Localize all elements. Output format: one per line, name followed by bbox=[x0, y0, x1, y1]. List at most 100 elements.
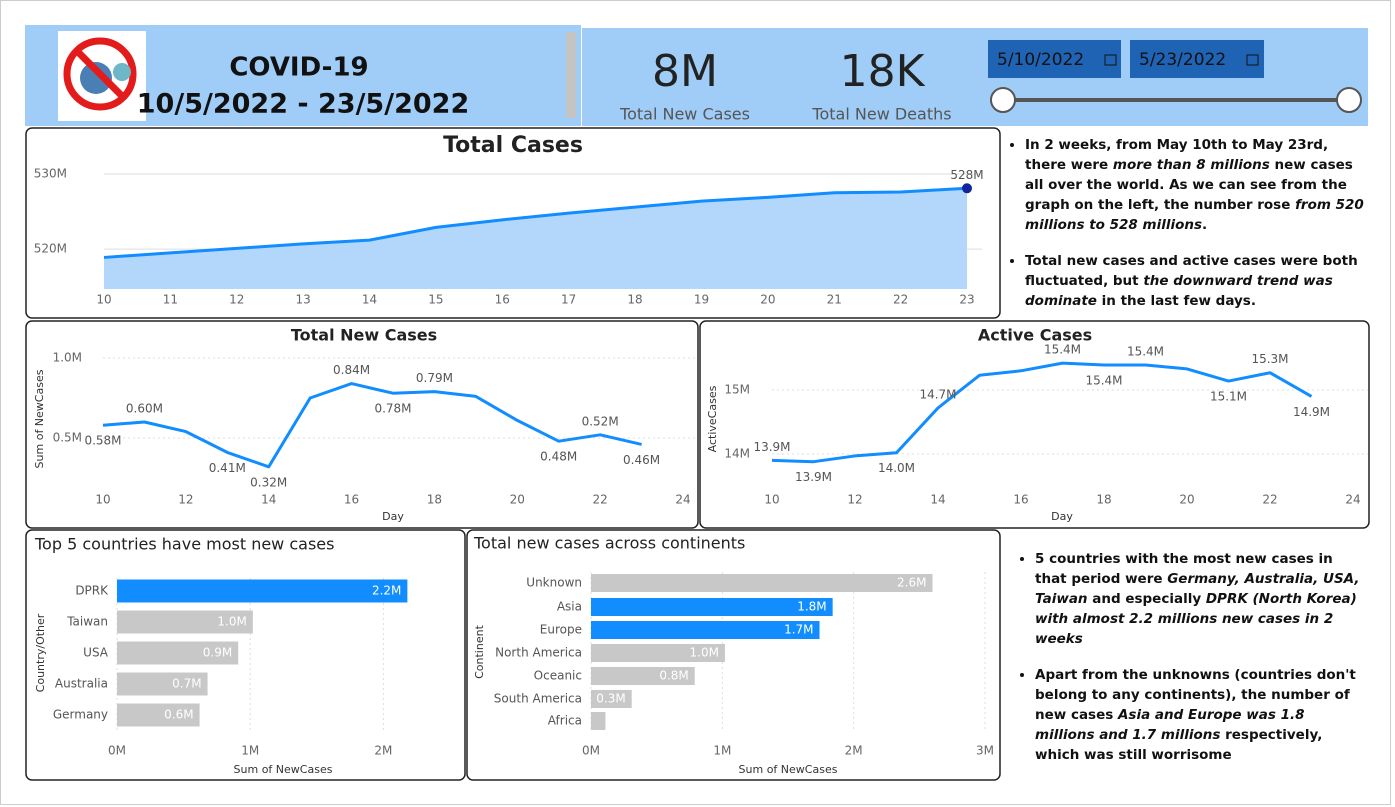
x-tick-label: 0M bbox=[108, 744, 126, 758]
x-tick-label: 19 bbox=[694, 293, 709, 307]
y-tick-label: 1.0M bbox=[53, 351, 82, 365]
scrollbar bbox=[566, 32, 576, 118]
y-tick-label: Unknown bbox=[526, 576, 582, 590]
note-text: more than 8 millions bbox=[1112, 157, 1270, 173]
kpi-value: 8M bbox=[652, 46, 718, 97]
bar bbox=[117, 672, 208, 696]
bar bbox=[591, 667, 695, 685]
y-tick-label: Europe bbox=[540, 623, 582, 637]
data-label: 15.4M bbox=[1044, 343, 1081, 357]
x-tick-label: 16 bbox=[495, 293, 510, 307]
data-label: 2.2M bbox=[372, 584, 401, 598]
date-start-input[interactable]: 5/10/2022 bbox=[988, 40, 1121, 78]
note-item: Total new cases and active cases were bo… bbox=[1025, 251, 1367, 311]
x-tick-label: 23 bbox=[959, 293, 974, 307]
x-tick-label: 10 bbox=[96, 293, 111, 307]
x-tick-label: 14 bbox=[261, 493, 276, 507]
x-tick-label: 18 bbox=[627, 293, 642, 307]
x-tick-label: 11 bbox=[163, 293, 178, 307]
bar bbox=[591, 574, 933, 592]
data-label: 14.0M bbox=[878, 461, 915, 475]
logo bbox=[58, 31, 146, 121]
bar bbox=[117, 610, 253, 634]
x-tick-label: 1M bbox=[241, 744, 259, 758]
x-tick-label: 18 bbox=[427, 493, 442, 507]
x-tick-label: 20 bbox=[510, 493, 525, 507]
kpi-label: Total New Deaths bbox=[811, 105, 951, 124]
y-tick-label: Asia bbox=[557, 600, 582, 614]
data-label: 15.4M bbox=[1127, 345, 1164, 359]
data-label: 0.8M bbox=[659, 669, 688, 683]
chart-title: Total New Cases bbox=[291, 326, 437, 345]
data-label: 1.7M bbox=[784, 623, 813, 637]
data-label: 15.3M bbox=[1251, 352, 1288, 366]
note-text: respectively, which was still worrisome bbox=[1035, 727, 1323, 763]
x-tick-label: 22 bbox=[1262, 493, 1277, 507]
y-tick-label: 15M bbox=[724, 383, 750, 397]
data-label: 0.58M bbox=[84, 434, 121, 448]
y-tick-label: Oceanic bbox=[534, 669, 582, 683]
x-tick-label: 13 bbox=[296, 293, 311, 307]
note-text: and especially bbox=[1087, 591, 1206, 607]
data-label: 14.7M bbox=[919, 387, 956, 401]
line bbox=[102, 382, 642, 469]
note-text: 5 countries with the most new cases in t… bbox=[1035, 551, 1333, 587]
bar bbox=[591, 621, 820, 639]
data-label: 0.32M bbox=[250, 475, 287, 489]
slider-handle[interactable] bbox=[990, 87, 1016, 113]
line bbox=[103, 186, 968, 259]
x-axis-label: Day bbox=[1051, 510, 1073, 523]
y-tick-label: Australia bbox=[55, 677, 108, 691]
note-text: DPRK (North Korea) with almost 2.2 milli… bbox=[1035, 591, 1357, 647]
y-tick-label: 520M bbox=[34, 242, 67, 256]
x-tick-label: 24 bbox=[1345, 493, 1360, 507]
x-tick-label: 3M bbox=[976, 744, 994, 758]
data-label: 0.46M bbox=[623, 453, 660, 467]
data-label: 13.9M bbox=[753, 440, 790, 454]
data-label: 0.7M bbox=[172, 677, 201, 691]
data-label: 0.84M bbox=[333, 363, 370, 377]
x-tick-label: 12 bbox=[178, 493, 193, 507]
y-tick-label: 0.5M bbox=[53, 431, 82, 445]
data-label: 2.6M bbox=[897, 576, 926, 590]
x-tick-label: 20 bbox=[760, 293, 775, 307]
header-date-range: 10/5/2022 - 23/5/2022 bbox=[137, 89, 469, 120]
y-axis-label: Country/Other bbox=[34, 613, 47, 692]
slider-handle[interactable] bbox=[1336, 87, 1362, 113]
bar bbox=[117, 579, 408, 603]
data-label: 0.52M bbox=[582, 414, 619, 428]
x-axis-label: Day bbox=[382, 510, 404, 523]
data-label: 528M bbox=[950, 168, 983, 182]
data-label: 0.9M bbox=[203, 646, 232, 660]
panel bbox=[25, 320, 699, 529]
bar bbox=[591, 598, 833, 616]
note-list: In 2 weeks, from May 10th to May 23rd, t… bbox=[1015, 135, 1367, 311]
note-text: from 520 millions to 528 millions bbox=[1025, 197, 1364, 233]
note-text: Asia and Europe was 1.8 millions and 1.7… bbox=[1035, 707, 1305, 743]
data-label: 0.48M bbox=[540, 450, 577, 464]
x-tick-label: 15 bbox=[428, 293, 443, 307]
date-end-input[interactable]: 5/23/2022 bbox=[1130, 40, 1264, 78]
x-tick-label: 22 bbox=[593, 493, 608, 507]
note-text: new cases all over the world. As we can … bbox=[1025, 157, 1353, 213]
x-tick-label: 10 bbox=[764, 493, 779, 507]
x-tick-label: 14 bbox=[362, 293, 377, 307]
x-tick-label: 2M bbox=[374, 744, 392, 758]
x-tick-label: 24 bbox=[675, 493, 690, 507]
date-start[interactable]: 5/10/2022 bbox=[997, 50, 1084, 70]
bar bbox=[591, 690, 632, 708]
y-tick-label: 14M bbox=[724, 447, 750, 461]
x-tick-label: 14 bbox=[930, 493, 945, 507]
date-end[interactable]: 5/23/2022 bbox=[1139, 50, 1226, 70]
data-label: 0.79M bbox=[416, 371, 453, 385]
chart-title: Top 5 countries have most new cases bbox=[34, 535, 334, 554]
notes-top: In 2 weeks, from May 10th to May 23rd, t… bbox=[1015, 135, 1367, 327]
x-tick-label: 1M bbox=[713, 744, 731, 758]
area bbox=[104, 188, 967, 289]
y-tick-label: Germany bbox=[53, 708, 108, 722]
data-label: 1.0M bbox=[690, 646, 719, 660]
x-tick-label: 16 bbox=[344, 493, 359, 507]
note-item: Apart from the unknowns (countries don't… bbox=[1035, 665, 1365, 765]
note-text: Apart from the unknowns (countries don't… bbox=[1035, 667, 1356, 723]
